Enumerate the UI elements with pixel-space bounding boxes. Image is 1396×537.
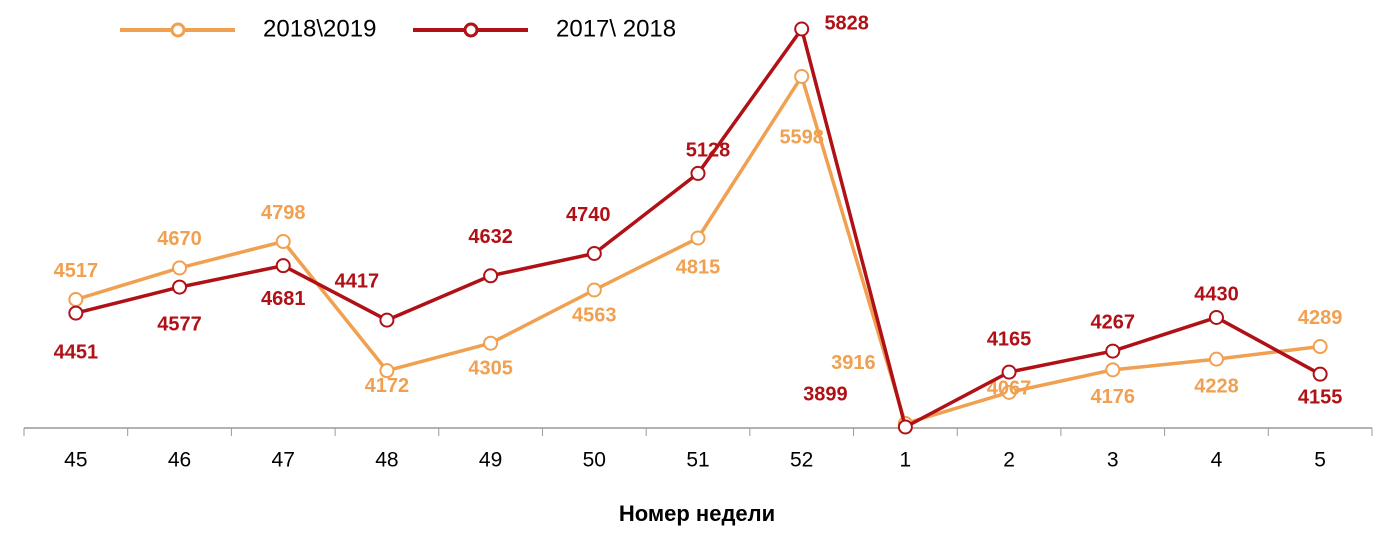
data-label: 4430: [1194, 284, 1239, 306]
point: [794, 21, 810, 37]
data-label: 4155: [1298, 386, 1343, 408]
data-label: 4165: [987, 328, 1032, 350]
point: [690, 230, 706, 246]
data-label: 4563: [572, 304, 617, 326]
data-label: 5128: [686, 140, 731, 162]
data-label: 5828: [824, 12, 869, 34]
point: [586, 282, 602, 298]
point: [172, 260, 188, 276]
point: [1208, 351, 1224, 367]
point: [172, 279, 188, 295]
x-axis-title: Номер недели: [619, 501, 775, 526]
point: [379, 312, 395, 328]
data-label: 4228: [1194, 375, 1239, 397]
data-label: 3916: [831, 352, 876, 374]
x-tick-label: 51: [686, 449, 709, 472]
data-label: 4451: [54, 341, 99, 363]
series-line: [75, 74, 1321, 426]
data-label: 4740: [566, 204, 611, 226]
point: [275, 234, 291, 250]
x-tick-label: 4: [1211, 449, 1223, 472]
point: [1312, 366, 1328, 382]
data-label: 4517: [54, 260, 99, 282]
data-label: 4305: [468, 358, 513, 380]
point: [275, 258, 291, 274]
data-label: 4632: [468, 226, 513, 248]
legend-marker: [463, 22, 479, 38]
point: [897, 419, 913, 435]
point: [1105, 343, 1121, 359]
data-label: 3899: [803, 383, 848, 405]
legend-marker: [170, 22, 186, 38]
data-label: 4289: [1298, 307, 1343, 329]
data-label: 4681: [261, 288, 306, 310]
x-tick-label: 5: [1314, 449, 1326, 472]
x-tick-label: 1: [900, 449, 912, 472]
legend-label: 2018\2019: [263, 15, 376, 42]
point: [1208, 309, 1224, 325]
point: [483, 268, 499, 284]
data-label: 4267: [1091, 311, 1136, 333]
point: [1312, 339, 1328, 355]
data-label: 4067: [987, 378, 1032, 400]
x-tick-label: 3: [1107, 449, 1119, 472]
point: [1001, 364, 1017, 380]
x-tick-label: 45: [64, 449, 87, 472]
legend-label: 2017\ 2018: [556, 15, 676, 42]
x-tick-label: 46: [168, 449, 191, 472]
data-label: 4577: [157, 313, 202, 335]
point: [483, 335, 499, 351]
point: [68, 305, 84, 321]
x-tick-label: 2: [1003, 449, 1015, 472]
point: [586, 245, 602, 261]
data-label: 4417: [335, 270, 380, 292]
point: [1105, 362, 1121, 378]
x-tick-label: 48: [375, 449, 398, 472]
data-label: 4670: [157, 228, 202, 250]
data-label: 4176: [1091, 386, 1136, 408]
data-label: 4815: [676, 256, 721, 278]
data-label: 4172: [365, 375, 410, 397]
point: [68, 291, 84, 307]
data-label: 5598: [779, 127, 824, 149]
data-label: 4798: [261, 202, 306, 224]
x-tick-label: 49: [479, 449, 502, 472]
point: [690, 165, 706, 181]
x-tick-label: 50: [583, 449, 606, 472]
x-tick-label: 47: [272, 449, 295, 472]
point: [379, 363, 395, 379]
point: [794, 68, 810, 84]
x-tick-label: 52: [790, 449, 813, 472]
point: [1001, 384, 1017, 400]
